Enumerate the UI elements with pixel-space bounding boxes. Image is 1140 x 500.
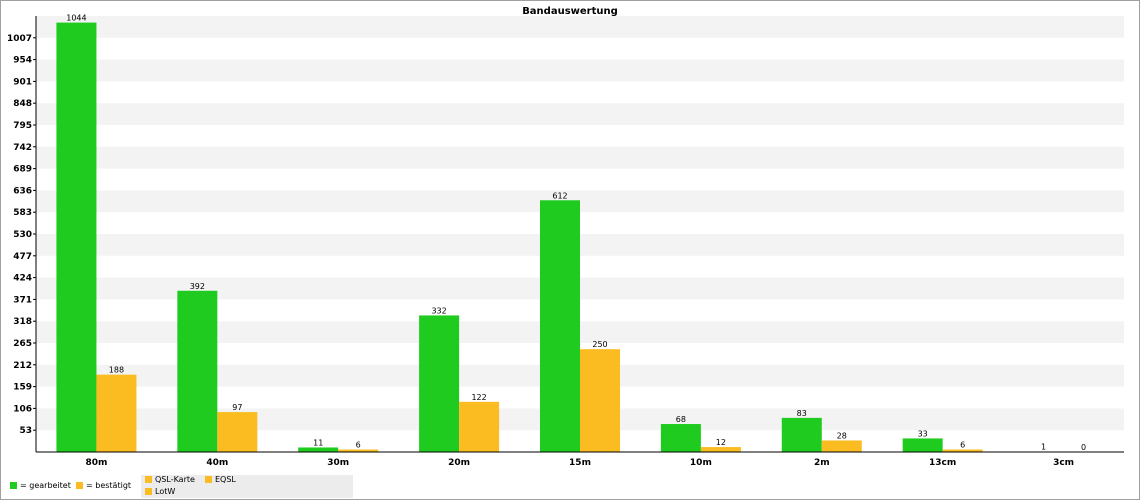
value-label: 83 xyxy=(797,409,807,418)
value-label: 1044 xyxy=(66,14,86,23)
value-label: 250 xyxy=(592,340,607,349)
legend-source-eqsl: EQSL xyxy=(205,475,236,484)
y-tick-label: 106 xyxy=(13,404,32,414)
x-tick-label: 80m xyxy=(85,458,107,468)
bar-bestätigt-10m xyxy=(700,447,741,452)
bar-bestätigt-40m xyxy=(217,412,258,452)
y-tick-label: 954 xyxy=(13,56,32,66)
y-tick-label: 212 xyxy=(13,361,32,371)
legend-source-eqsl-label: EQSL xyxy=(215,475,236,484)
x-tick-label: 30m xyxy=(327,458,349,468)
value-label: 68 xyxy=(676,415,686,424)
x-tick-label: 13cm xyxy=(929,458,956,468)
x-tick-label: 40m xyxy=(206,458,228,468)
legend-source-qsl-label: QSL-Karte xyxy=(155,475,195,484)
legend-source-eqsl-swatch xyxy=(205,476,212,483)
x-tick-label: 20m xyxy=(448,458,470,468)
x-tick-label: 10m xyxy=(690,458,712,468)
bar-gearbeitet-13cm xyxy=(902,438,943,452)
x-axis-labels: 80m 40m 30m 20m 15m 10m 2m 13cm 3cm xyxy=(85,458,1074,468)
value-label: 11 xyxy=(313,438,323,447)
y-tick-label: 901 xyxy=(13,77,32,87)
bar-gearbeitet-15m xyxy=(540,200,580,452)
value-label: 188 xyxy=(109,366,124,375)
legend-confirmed: = bestätigt xyxy=(76,481,131,490)
legend-worked: = gearbeitet xyxy=(10,481,71,490)
value-label: 97 xyxy=(232,403,242,412)
y-tick-label: 795 xyxy=(13,121,32,131)
value-label: 28 xyxy=(837,431,847,440)
legend-source-lotw-swatch xyxy=(145,488,152,495)
value-label: 6 xyxy=(356,441,361,450)
y-tick-label: 371 xyxy=(13,295,32,305)
value-label: 332 xyxy=(431,306,446,315)
y-tick-label: 848 xyxy=(13,99,32,109)
y-tick-label: 159 xyxy=(13,383,32,393)
grid-band xyxy=(36,103,1124,125)
y-tick-label: 742 xyxy=(13,143,32,153)
bar-bestätigt-20m xyxy=(459,401,500,452)
bar-gearbeitet-40m xyxy=(177,290,218,452)
bar-gearbeitet-2m xyxy=(781,417,822,452)
value-label: 1 xyxy=(1041,443,1046,452)
bar-gearbeitet-30m xyxy=(298,447,339,452)
value-labels: 1044 188 392 97 11 6 332 122 612 250 68 12 83 28 33 6 1 0 xyxy=(66,14,1086,452)
bar-bestätigt-2m xyxy=(821,440,862,452)
value-label: 12 xyxy=(716,438,726,447)
value-label: 33 xyxy=(918,429,928,438)
legend-confirmed-label: = bestätigt xyxy=(86,481,132,490)
grid-band xyxy=(36,16,1124,38)
bars xyxy=(56,22,1064,452)
bar-chart: Bandauswertung 5310615921226531837142447… xyxy=(7,6,1124,468)
bar-gearbeitet-10m xyxy=(660,424,701,452)
y-tick-label: 689 xyxy=(13,165,32,175)
x-tick-label: 2m xyxy=(814,458,830,468)
value-label: 122 xyxy=(471,393,486,402)
y-tick-label: 53 xyxy=(19,426,32,436)
legend-source-box: QSL-Karte EQSL LotW xyxy=(141,475,353,498)
value-label: 0 xyxy=(1081,443,1086,452)
grid-band xyxy=(36,59,1124,82)
legend-source-qsl: QSL-Karte xyxy=(145,475,195,484)
value-label: 392 xyxy=(190,282,205,291)
legend-source-qsl-swatch xyxy=(145,476,152,483)
value-label: 612 xyxy=(552,191,567,200)
bar-bestätigt-15m xyxy=(580,349,620,452)
grid-band xyxy=(36,146,1124,169)
y-tick-label: 265 xyxy=(13,339,32,349)
y-tick-label: 583 xyxy=(13,208,32,218)
value-label: 6 xyxy=(960,441,965,450)
bar-gearbeitet-20m xyxy=(419,315,460,452)
bar-bestätigt-80m xyxy=(96,374,137,452)
y-tick-label: 477 xyxy=(13,252,32,262)
bar-bestätigt-30m xyxy=(338,449,379,452)
legend-worked-swatch xyxy=(10,482,17,489)
y-tick-label: 318 xyxy=(13,317,32,327)
y-tick-label: 530 xyxy=(13,230,32,240)
legend-confirmed-swatch xyxy=(76,482,83,489)
legend-source-lotw: LotW xyxy=(145,487,175,496)
y-tick-label: 1007 xyxy=(7,34,32,44)
y-axis-ticks: 53 106 159 212 265 318 371 424 477 530 583 636 689 74… xyxy=(7,34,36,436)
y-tick-label: 424 xyxy=(13,274,32,284)
legend-source-lotw-label: LotW xyxy=(155,487,176,496)
y-tick-label: 636 xyxy=(13,186,32,196)
bar-gearbeitet-80m xyxy=(56,22,97,452)
bar-bestätigt-13cm xyxy=(942,449,983,452)
x-tick-label: 15m xyxy=(569,458,591,468)
x-tick-label: 3cm xyxy=(1053,458,1074,468)
chart-title: Bandauswertung xyxy=(522,6,618,17)
legend-worked-label: = gearbeitet xyxy=(20,481,71,490)
